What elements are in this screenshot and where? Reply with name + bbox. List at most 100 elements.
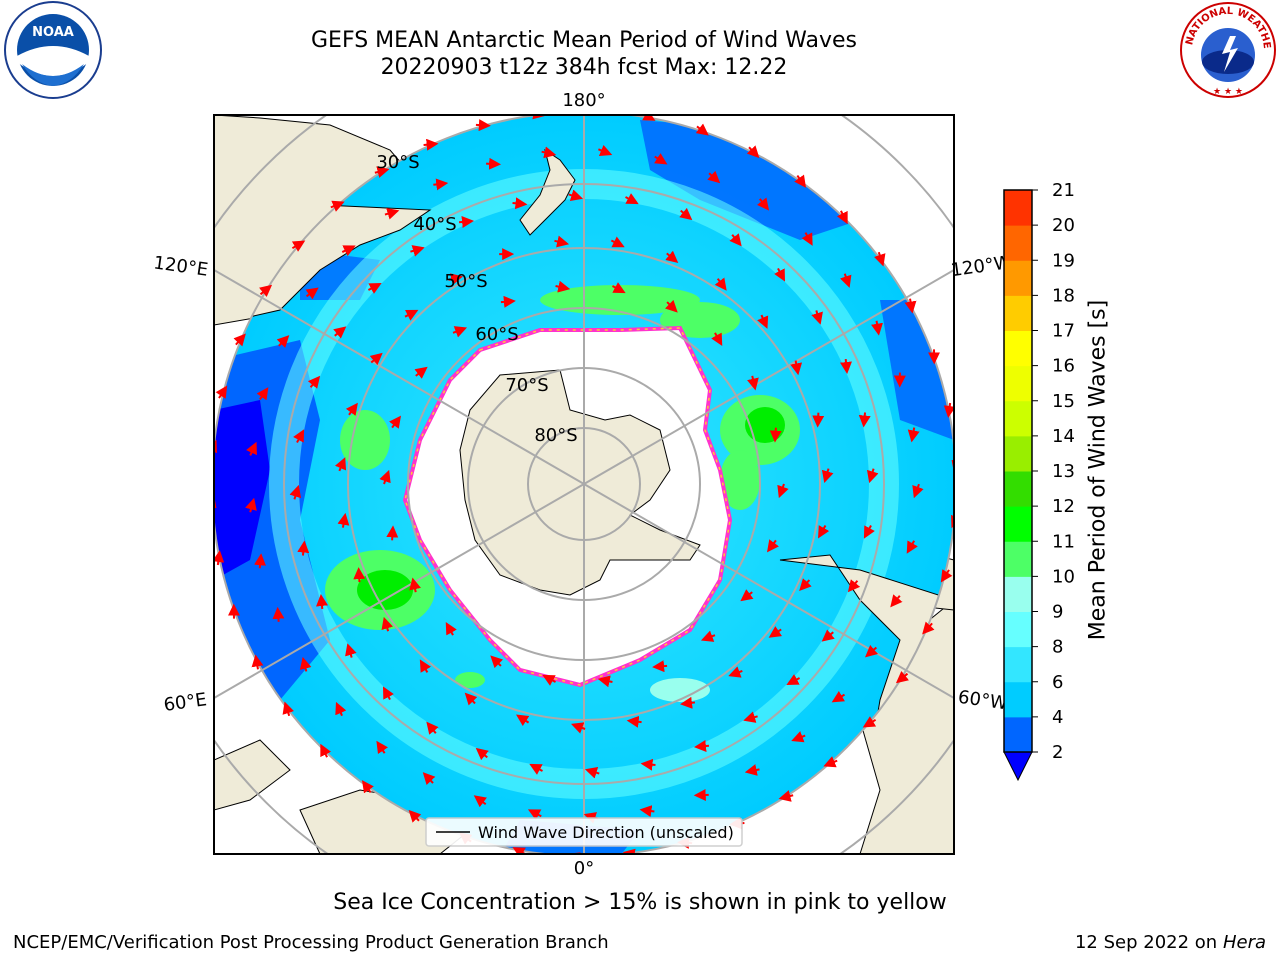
colorbar-label: Mean Period of Wind Waves [s]: [1085, 299, 1111, 641]
wind-wave-arrow: [426, 721, 439, 735]
wind-wave-arrow: [801, 232, 813, 246]
map-frame: [213, 114, 955, 855]
wind-wave-arrow: [871, 320, 883, 336]
wind-wave-arrow: [214, 495, 217, 509]
wind-wave-arrow: [777, 483, 789, 499]
wind-wave-arrow: [866, 468, 879, 484]
colorbar-segment: [1004, 365, 1032, 402]
colorbar-segment: [1004, 400, 1032, 437]
lon-label-top: 180°: [562, 90, 605, 111]
wind-wave-arrow: [840, 273, 852, 288]
wind-wave-arrow: [345, 402, 358, 416]
wind-wave-arrow: [475, 119, 491, 132]
wind-wave-arrow: [289, 484, 302, 500]
wind-wave-arrow: [376, 740, 389, 755]
lat-label-60s: 60°S: [475, 324, 518, 345]
wind-wave-arrow: [541, 146, 557, 159]
lat-label-50s: 50°S: [444, 271, 487, 292]
noaa-logo: NOAA: [4, 1, 102, 99]
chart-subtitle: 20220903 t12z 384h fcst Max: 12.22: [380, 55, 788, 80]
wind-wave-arrow: [654, 153, 668, 165]
wind-wave-arrow: [384, 207, 400, 220]
wind-wave-arrow: [744, 764, 760, 776]
colorbar-segment: [1004, 225, 1032, 261]
wind-wave-arrow: [516, 714, 530, 727]
wind-wave-arrow: [320, 743, 332, 758]
wind-wave-arrow: [906, 540, 918, 554]
wind-wave-arrow: [768, 626, 782, 638]
wind-wave-arrow: [836, 210, 848, 225]
wind-wave-arrow: [626, 715, 642, 728]
wind-wave-arrow: [256, 387, 269, 401]
wind-wave-arrow: [379, 469, 391, 485]
wind-wave-arrow: [865, 644, 879, 658]
colorbar-tick-label: 20: [1052, 215, 1075, 236]
colorbar-segment: [1004, 716, 1032, 753]
map-legend: Wind Wave Direction (unscaled): [425, 817, 743, 847]
wind-wave-arrow: [251, 654, 264, 670]
wind-wave-arrow: [422, 772, 436, 785]
wind-wave-arrow: [233, 333, 246, 347]
footer-branch: NCEP/EMC/Verification Post Processing Pr…: [13, 932, 609, 953]
wind-wave-arrow: [863, 525, 875, 539]
wind-wave-arrow: [381, 616, 394, 632]
wind-wave-arrow: [215, 385, 228, 399]
wind-wave-arrow: [452, 326, 468, 338]
wind-wave-arrow: [337, 512, 350, 528]
wind-wave-arrow: [374, 166, 390, 178]
footer-date: 12 Sep 2022 on Hera: [1075, 932, 1266, 953]
wind-wave-arrow: [821, 629, 835, 642]
wind-wave-arrow: [694, 740, 710, 752]
colorbar-tick-label: 15: [1052, 391, 1075, 412]
footer-machine: Hera: [1222, 932, 1266, 953]
wind-wave-arrow: [527, 809, 542, 821]
chart-title: GEFS MEAN Antarctic Mean Period of Wind …: [311, 28, 857, 53]
colorbar-segment: [1004, 260, 1032, 296]
wind-wave-arrow: [341, 245, 356, 257]
wind-wave-arrow: [404, 309, 419, 321]
wind-wave-arrow: [282, 701, 294, 717]
wind-wave-arrow: [818, 524, 830, 539]
wind-wave-arrow: [652, 660, 668, 673]
colorbar-segment: [1004, 506, 1032, 542]
colorbar: 2 4 6 8 9 10 11 12 13 14 15 16 17 18 19 20 21: [1003, 180, 1075, 782]
wind-wave-arrow: [330, 200, 345, 212]
colorbar-tick-label: 8: [1052, 637, 1063, 658]
wind-wave-arrow: [610, 236, 625, 248]
wind-wave-arrow: [794, 174, 807, 188]
wind-wave-arrow: [445, 622, 457, 636]
colorbar-tick-label: 6: [1052, 672, 1063, 693]
colorbar-segment: [1004, 471, 1032, 507]
wind-wave-arrow: [409, 577, 421, 593]
wind-wave-arrow: [382, 686, 394, 701]
wind-wave-arrow: [369, 352, 383, 366]
wind-wave-arrow: [774, 267, 786, 282]
wind-wave-arrow: [951, 459, 954, 473]
wind-wave-arrow: [847, 579, 861, 593]
wind-wave-arrow: [500, 295, 516, 308]
wind-wave-arrow: [840, 358, 852, 374]
wind-wave-arrow: [475, 747, 489, 761]
wind-wave-arrow: [895, 670, 909, 684]
wind-wave-arrow: [335, 457, 347, 472]
wind-wave-arrow: [597, 675, 613, 688]
wind-wave-arrow: [874, 251, 886, 267]
colorbar-tick-label: 12: [1052, 496, 1075, 517]
wind-wave-arrow: [665, 250, 679, 263]
wind-wave-arrow: [423, 138, 439, 151]
wind-wave-arrow: [757, 314, 769, 329]
wind-wave-arrow: [711, 332, 723, 346]
wind-wave-arrow: [512, 197, 528, 210]
wind-wave-arrow: [333, 326, 347, 339]
wind-wave-arrows: [214, 115, 954, 854]
wind-wave-arrow: [345, 643, 357, 658]
wind-wave-arrow: [625, 193, 639, 205]
colorbar-tick-label: 13: [1052, 461, 1075, 482]
wind-wave-arrow: [907, 427, 920, 443]
wind-wave-arrow: [490, 655, 503, 669]
wind-wave-arrow: [555, 280, 571, 293]
wind-wave-arrow: [568, 189, 584, 202]
wind-wave-arrow: [414, 366, 428, 379]
wind-wave-arrow: [299, 656, 312, 672]
